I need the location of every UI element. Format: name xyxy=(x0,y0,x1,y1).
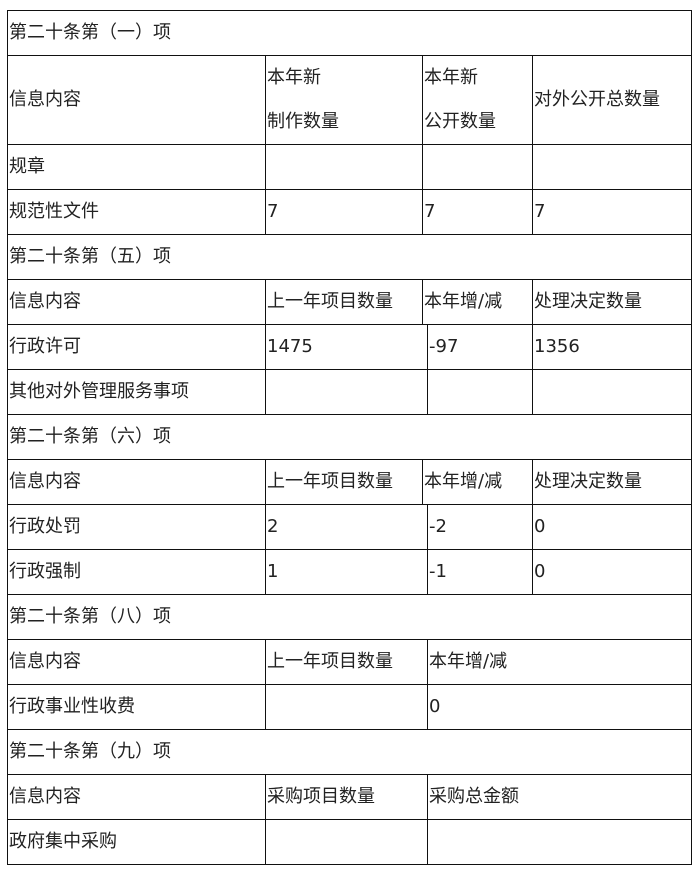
cell: 行政处罚 xyxy=(8,505,266,549)
header-cell: 本年增/减 xyxy=(428,640,692,684)
disclosure-table: 第二十条第（一）项 信息内容 本年新 制作数量 本年新 公开数量 对外公开总数量 规… xyxy=(7,10,692,865)
table-row: 规范性文件 7 7 7 xyxy=(8,190,692,235)
header-cell: 处理决定数量 xyxy=(533,460,692,504)
cell: 行政强制 xyxy=(8,550,266,594)
cell xyxy=(428,370,533,414)
header-cell: 信息内容 xyxy=(8,775,266,819)
header-cell: 采购总金额 xyxy=(428,775,692,819)
cell: -2 xyxy=(428,505,533,549)
cell: 0 xyxy=(533,550,692,594)
header-cell: 上一年项目数量 xyxy=(266,460,423,504)
cell: 行政事业性收费 xyxy=(8,685,266,729)
header-cell: 信息内容 xyxy=(8,56,266,144)
cell: 规范性文件 xyxy=(8,190,266,234)
header-cell: 信息内容 xyxy=(8,640,266,684)
header-cell: 本年新 公开数量 xyxy=(423,56,533,144)
table-row: 其他对外管理服务事项 xyxy=(8,370,692,415)
section-title-row: 第二十条第（九）项 xyxy=(8,730,692,775)
cell xyxy=(266,820,428,864)
cell: 7 xyxy=(533,190,692,234)
cell: 7 xyxy=(423,190,533,234)
table-row: 行政许可 1475 -97 1356 xyxy=(8,325,692,370)
cell: 0 xyxy=(533,505,692,549)
header-cell: 处理决定数量 xyxy=(533,280,692,324)
cell xyxy=(266,685,428,729)
cell: 1 xyxy=(266,550,428,594)
section-title-row: 第二十条第（一）项 xyxy=(8,11,692,56)
cell: 行政许可 xyxy=(8,325,266,369)
cell xyxy=(423,145,533,189)
header-row: 信息内容 上一年项目数量 本年增/减 处理决定数量 xyxy=(8,280,692,325)
header-cell: 信息内容 xyxy=(8,460,266,504)
header-cell: 本年增/减 xyxy=(423,460,533,504)
section-title-row: 第二十条第（八）项 xyxy=(8,595,692,640)
header-row: 信息内容 上一年项目数量 本年增/减 处理决定数量 xyxy=(8,460,692,505)
cell: 1475 xyxy=(266,325,428,369)
cell: -1 xyxy=(428,550,533,594)
cell xyxy=(533,145,692,189)
header-row: 信息内容 上一年项目数量 本年增/减 xyxy=(8,640,692,685)
table-row: 行政处罚 2 -2 0 xyxy=(8,505,692,550)
cell: 0 xyxy=(428,685,692,729)
section-title: 第二十条第（六）项 xyxy=(8,415,692,459)
header-cell: 信息内容 xyxy=(8,280,266,324)
header-cell: 上一年项目数量 xyxy=(266,640,428,684)
section-title-row: 第二十条第（五）项 xyxy=(8,235,692,280)
cell xyxy=(266,145,423,189)
header-cell: 上一年项目数量 xyxy=(266,280,423,324)
header-row: 信息内容 本年新 制作数量 本年新 公开数量 对外公开总数量 xyxy=(8,56,692,145)
table-row: 行政事业性收费 0 xyxy=(8,685,692,730)
cell: -97 xyxy=(428,325,533,369)
header-cell: 本年新 制作数量 xyxy=(266,56,423,144)
section-title-row: 第二十条第（六）项 xyxy=(8,415,692,460)
cell: 1356 xyxy=(533,325,692,369)
section-title: 第二十条第（五）项 xyxy=(8,235,692,279)
cell xyxy=(428,820,692,864)
section-title: 第二十条第（八）项 xyxy=(8,595,692,639)
cell: 政府集中采购 xyxy=(8,820,266,864)
header-row: 信息内容 采购项目数量 采购总金额 xyxy=(8,775,692,820)
section-title: 第二十条第（九）项 xyxy=(8,730,692,774)
table-row: 行政强制 1 -1 0 xyxy=(8,550,692,595)
header-cell: 本年增/减 xyxy=(423,280,533,324)
header-cell: 对外公开总数量 xyxy=(533,56,692,144)
table-row: 政府集中采购 xyxy=(8,820,692,865)
cell xyxy=(266,370,428,414)
cell xyxy=(533,370,692,414)
cell: 其他对外管理服务事项 xyxy=(8,370,266,414)
cell: 7 xyxy=(266,190,423,234)
cell: 2 xyxy=(266,505,428,549)
cell: 规章 xyxy=(8,145,266,189)
table-row: 规章 xyxy=(8,145,692,190)
section-title: 第二十条第（一）项 xyxy=(8,11,692,55)
header-cell: 采购项目数量 xyxy=(266,775,428,819)
